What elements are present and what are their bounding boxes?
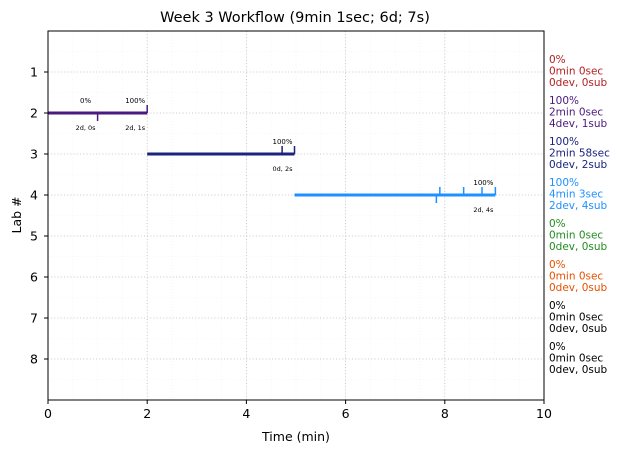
chart-title: Week 3 Workflow (9min 1sec; 6d; 7s) xyxy=(160,10,430,26)
lab-summary-line: 100% xyxy=(549,95,579,107)
lab-summary-line: 0min 0sec xyxy=(549,312,603,324)
x-tick-label: 2 xyxy=(143,406,151,421)
x-axis: 0 2 4 6 8 10 xyxy=(44,400,552,421)
lab-summary-line: 100% xyxy=(549,177,579,189)
x-axis-label: Time (min) xyxy=(261,429,330,444)
y-tick-label: 4 xyxy=(30,188,38,203)
x-tick-label: 4 xyxy=(242,406,250,421)
x-tick-label: 10 xyxy=(536,406,552,421)
event-score-label: 100% xyxy=(473,179,493,187)
lab-summary-line: 4dev, 1sub xyxy=(549,118,608,130)
lab-summary-line: 2min 0sec xyxy=(549,107,603,119)
y-axis: 1 2 3 4 5 6 7 8 xyxy=(30,65,48,367)
y-tick-label: 7 xyxy=(30,311,38,326)
x-tick-label: 8 xyxy=(441,406,449,421)
plot-frame xyxy=(47,30,545,401)
lab-summary-line: 0% xyxy=(549,341,566,353)
y-tick-label: 1 xyxy=(30,65,38,80)
x-tick-label: 6 xyxy=(342,406,350,421)
lab-summary-line: 0min 0sec xyxy=(549,230,603,242)
y-tick-label: 6 xyxy=(30,270,38,285)
lab-summary-line: 2dev, 4sub xyxy=(549,200,608,212)
lab-summary-line: 0min 0sec xyxy=(549,271,603,283)
y-tick-label: 8 xyxy=(30,352,38,367)
event-count-label: 2d, 1s xyxy=(125,124,146,132)
event-count-label: 2d, 0s xyxy=(76,124,97,132)
event-score-label: 100% xyxy=(125,97,145,105)
lab-summary-line: 0dev, 0sub xyxy=(549,323,608,335)
x-tick-label: 0 xyxy=(44,406,52,421)
lab-summary-line: 0dev, 0sub xyxy=(549,282,608,294)
lab-summary-line: 2min 58sec xyxy=(549,148,610,160)
event-count-label: 2d, 4s xyxy=(473,206,494,214)
event-count-label: 0d, 2s xyxy=(273,165,294,173)
lab-summary-line: 0min 0sec xyxy=(549,66,603,78)
y-tick-label: 5 xyxy=(30,229,38,244)
y-tick-label: 2 xyxy=(30,106,38,121)
lab-summary-line: 0dev, 0sub xyxy=(549,241,608,253)
y-tick-label: 3 xyxy=(30,147,38,162)
lab-summary-line: 0% xyxy=(549,218,566,230)
plot-marks: 0% 2d, 0s 100% 2d, 1s 100% 0d, 2s 100% 2d, 4s xyxy=(48,97,497,214)
lab-summary-line: 4min 3sec xyxy=(549,189,603,201)
event-score-label: 100% xyxy=(273,138,293,146)
event-score-label: 0% xyxy=(80,97,91,105)
lab-summary-line: 0dev, 0sub xyxy=(549,364,608,376)
lab-summary-line: 0% xyxy=(549,300,566,312)
lab-summary-line: 0% xyxy=(549,54,566,66)
lab-summary-line: 0% xyxy=(549,259,566,271)
grid xyxy=(47,31,545,400)
y-axis-label: Lab # xyxy=(9,196,24,233)
lab-summary-line: 0min 0sec xyxy=(549,353,603,365)
lab-summary-line: 0dev, 0sub xyxy=(549,77,608,89)
lab-summary-line: 0dev, 2sub xyxy=(549,159,608,171)
lab-summary-line: 100% xyxy=(549,136,579,148)
